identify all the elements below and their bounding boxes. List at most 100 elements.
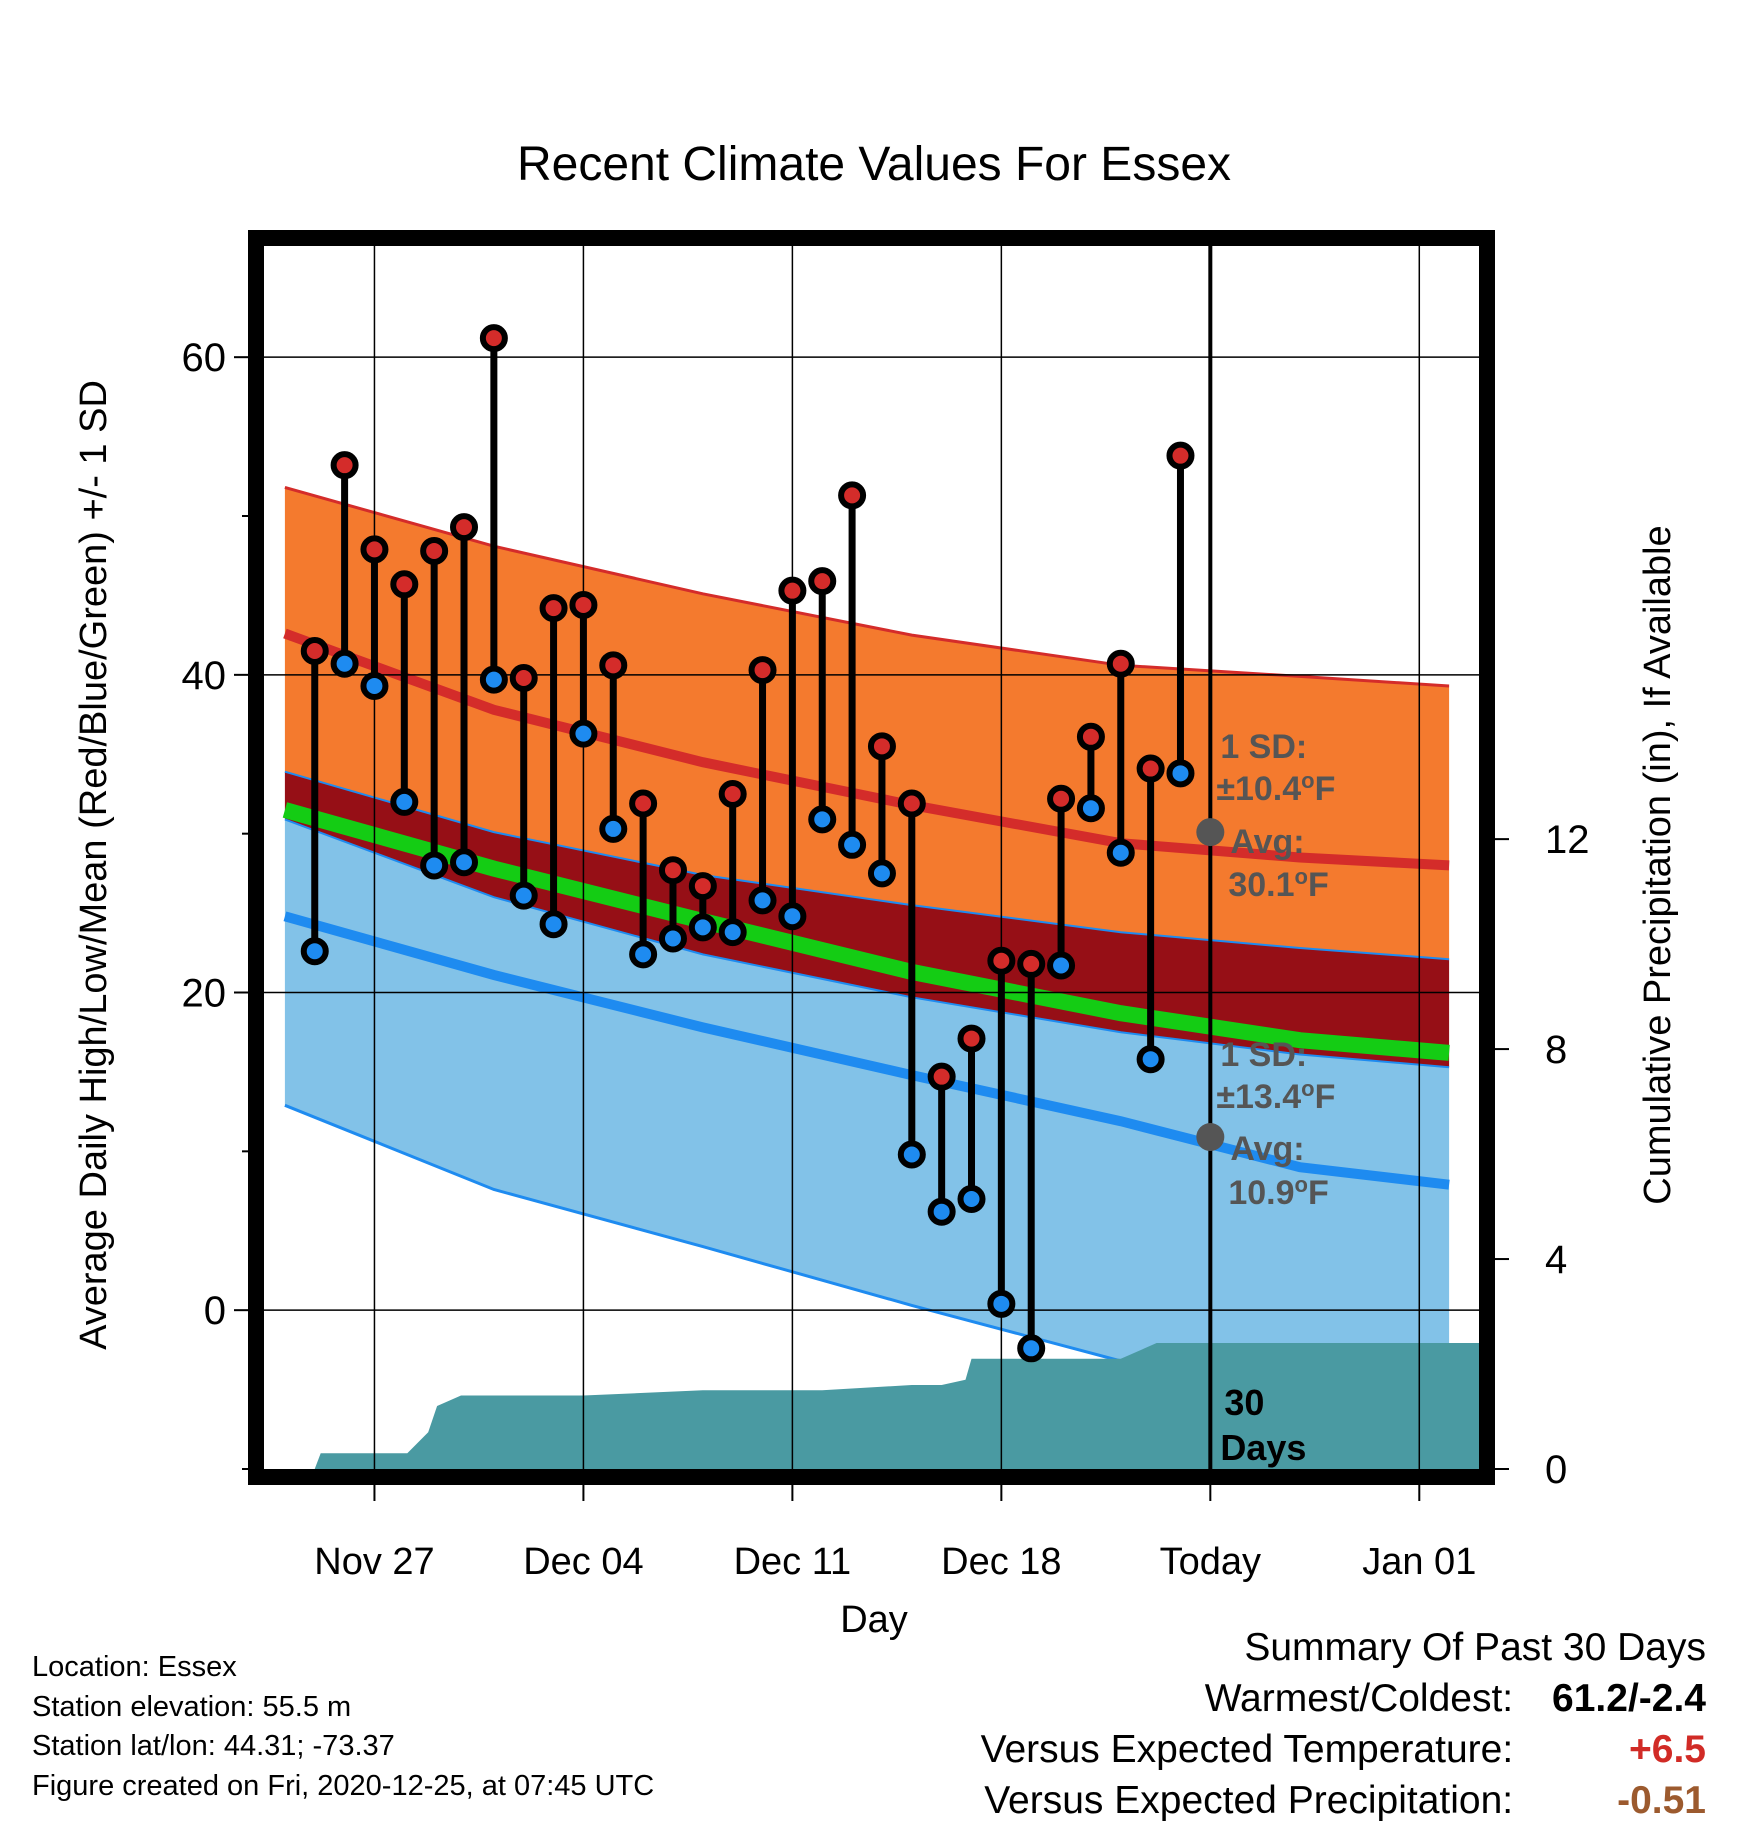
daily-high-point	[330, 451, 359, 480]
daily-low-point	[987, 1289, 1016, 1318]
y-tick-label: 40	[182, 654, 227, 698]
days-number: 30	[1224, 1382, 1264, 1423]
low-avg-marker	[1196, 1123, 1225, 1152]
low-sd-band	[284, 819, 1450, 1409]
y2-tick-label: 12	[1545, 818, 1590, 862]
daily-low-point	[897, 1140, 926, 1169]
x-tick-label: Jan 01	[1362, 1541, 1476, 1583]
daily-low-point	[360, 671, 389, 700]
daily-high-point	[1166, 441, 1195, 470]
daily-low-point	[330, 649, 359, 678]
daily-low-point	[1106, 838, 1135, 867]
y-tick-label: 0	[204, 1289, 226, 1333]
overlap-band	[284, 771, 1450, 1068]
daily-high-point	[360, 535, 389, 564]
daily-low-point	[718, 918, 747, 947]
y-tick-label: 20	[182, 972, 227, 1016]
daily-high-point	[867, 732, 896, 761]
y2-axis-label: Cumulative Precipitation (in), If Availa…	[1637, 525, 1679, 1204]
y2-tick-label: 8	[1545, 1028, 1567, 1072]
days-label: Days	[1220, 1427, 1306, 1468]
daily-high-point	[748, 656, 777, 685]
daily-high-point	[1106, 649, 1135, 678]
high-avg-value: 30.1oF	[1228, 864, 1328, 904]
precip-label: Versus Expected Precipitation:	[984, 1779, 1514, 1822]
x-tick-label: Nov 27	[314, 1541, 434, 1583]
daily-high-point	[450, 513, 479, 542]
summary-precip-row: Versus Expected Precipitation: -0.51	[981, 1775, 1706, 1826]
daily-low-point	[300, 937, 329, 966]
y-tick-label: 60	[182, 336, 227, 380]
daily-low-point	[957, 1184, 986, 1213]
high-avg-marker	[1196, 818, 1225, 847]
x-axis-label: Day	[840, 1599, 908, 1641]
x-tick-label: Today	[1160, 1541, 1261, 1583]
x-tick-label: Dec 04	[523, 1541, 643, 1583]
created-text: Figure created on Fri, 2020-12-25, at 07…	[32, 1769, 655, 1802]
y2-tick-label: 4	[1545, 1238, 1567, 1282]
daily-high-point	[808, 567, 837, 596]
precipitation-area	[296, 1343, 1479, 1469]
daily-low-point	[479, 665, 508, 694]
warmest-value: 61.2/-2.4	[1552, 1677, 1706, 1720]
elevation-text: Station elevation: 55.5 m	[32, 1690, 352, 1723]
x-tick-label: Dec 11	[734, 1541, 852, 1583]
low-avg-label: Avg:	[1230, 1130, 1304, 1168]
daily-low-point	[688, 913, 717, 942]
plot-frame	[248, 230, 1495, 1485]
daily-high-point	[1136, 754, 1165, 783]
daily-low-point	[1166, 759, 1195, 788]
daily-low-point	[420, 851, 449, 880]
daily-high-point	[897, 789, 926, 818]
chart-title: Recent Climate Values For Essex	[517, 138, 1231, 191]
daily-low-point	[778, 902, 807, 931]
daily-low-point	[927, 1197, 956, 1226]
daily-low-point	[599, 814, 628, 843]
daily-high-point	[838, 481, 867, 510]
daily-low-point	[1017, 1334, 1046, 1363]
daily-high-point	[1047, 784, 1076, 813]
daily-high-point	[479, 324, 508, 353]
daily-low-point	[390, 787, 419, 816]
daily-high-point	[390, 570, 419, 599]
low-avg-value: 10.9oF	[1228, 1172, 1328, 1212]
daily-high-point	[1076, 722, 1105, 751]
daily-high-point	[778, 576, 807, 605]
summary-warmest-row: Warmest/Coldest: 61.2/-2.4	[981, 1673, 1706, 1724]
high-sd-label: 1 SD:	[1220, 728, 1307, 766]
summary-temp-row: Versus Expected Temperature: +6.5	[981, 1724, 1706, 1775]
daily-low-point	[808, 805, 837, 834]
summary-heading: Summary Of Past 30 Days	[1244, 1626, 1706, 1669]
high-avg-label: Avg:	[1230, 823, 1304, 861]
daily-high-point	[718, 779, 747, 808]
warmest-label: Warmest/Coldest:	[1204, 1677, 1514, 1720]
daily-high-point	[539, 594, 568, 623]
daily-low-point	[569, 719, 598, 748]
daily-high-point	[658, 856, 687, 885]
temp-label: Versus Expected Temperature:	[980, 1728, 1514, 1771]
high-sd-value: ±10.4oF	[1216, 768, 1335, 808]
summary-panel: Summary Of Past 30 Days Warmest/Coldest:…	[981, 1622, 1706, 1826]
daily-high-point	[927, 1062, 956, 1091]
daily-low-point	[838, 830, 867, 859]
daily-low-point	[629, 940, 658, 969]
daily-low-point	[509, 881, 538, 910]
daily-low-point	[867, 859, 896, 888]
daily-low-point	[1076, 794, 1105, 823]
daily-high-point	[599, 651, 628, 680]
temp-value: +6.5	[1629, 1728, 1706, 1771]
x-tick-label: Dec 18	[941, 1541, 1061, 1583]
daily-high-point	[688, 872, 717, 901]
daily-low-point	[1136, 1045, 1165, 1074]
low-sd-label: 1 SD:	[1220, 1036, 1307, 1074]
daily-high-point	[569, 590, 598, 619]
daily-high-point	[300, 637, 329, 666]
daily-high-point	[509, 664, 538, 693]
daily-high-point	[629, 789, 658, 818]
daily-low-point	[658, 924, 687, 953]
daily-high-point	[957, 1024, 986, 1053]
y2-tick-label: 0	[1545, 1448, 1567, 1492]
